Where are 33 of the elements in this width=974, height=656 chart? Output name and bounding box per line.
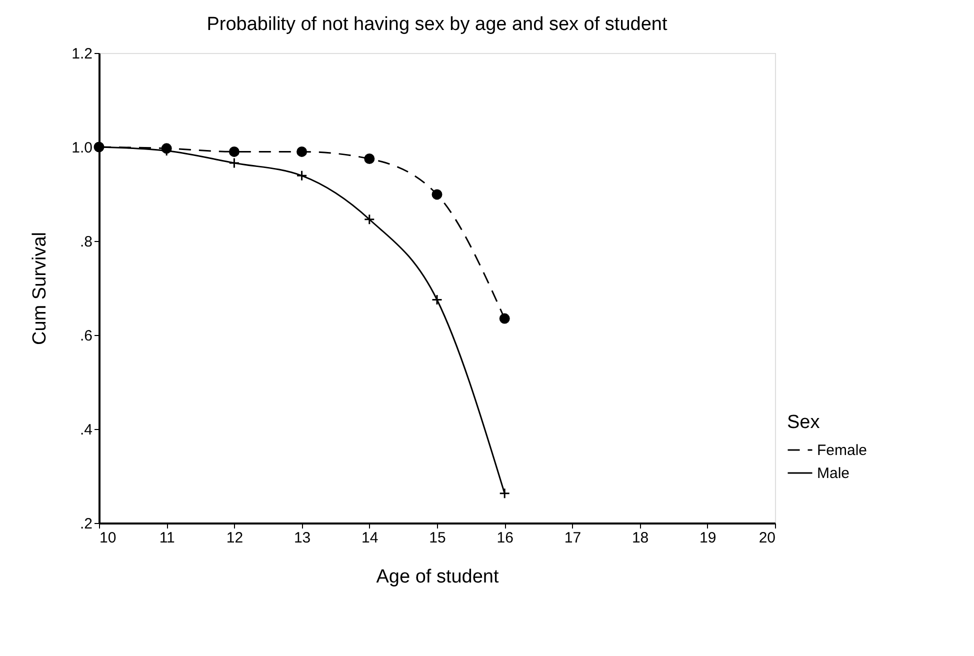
point xyxy=(499,313,510,324)
y-tick-label: 1.0 xyxy=(72,140,92,156)
point xyxy=(296,170,308,182)
point xyxy=(364,154,375,164)
x-tick-label: 18 xyxy=(632,530,649,546)
point xyxy=(228,157,240,168)
x-tick-label: 19 xyxy=(700,530,716,546)
x-tick-label: 20 xyxy=(758,530,776,546)
x-tick-label: 14 xyxy=(362,530,378,546)
legend-title: Sex xyxy=(787,412,820,433)
x-axis-title: Age of student xyxy=(376,566,500,588)
x-tick-label: 10 xyxy=(100,530,116,546)
y-tick-label: .6 xyxy=(80,328,92,344)
x-tick-label: 15 xyxy=(429,530,446,546)
point xyxy=(432,189,442,200)
point xyxy=(364,214,375,225)
y-tick-label: 1.2 xyxy=(72,46,92,62)
point xyxy=(499,488,510,499)
legend-label: Male xyxy=(817,465,850,482)
x-tick-label: 11 xyxy=(159,530,175,546)
y-tick-label: .4 xyxy=(80,422,92,438)
x-tick-label: 16 xyxy=(496,530,514,546)
y-tick-label: .8 xyxy=(80,234,92,250)
legend-label: Female xyxy=(817,442,868,459)
point xyxy=(432,294,442,306)
point xyxy=(228,146,240,157)
y-tick-label: .2 xyxy=(80,516,92,532)
y-axis-title: Cum Survival xyxy=(30,232,51,345)
point xyxy=(296,146,308,157)
x-tick-label: 12 xyxy=(226,530,244,546)
chart-title: Probability of not having sex by age and sex of student xyxy=(206,14,668,35)
x-tick-label: 17 xyxy=(564,530,582,546)
x-tick-label: 13 xyxy=(294,530,311,546)
